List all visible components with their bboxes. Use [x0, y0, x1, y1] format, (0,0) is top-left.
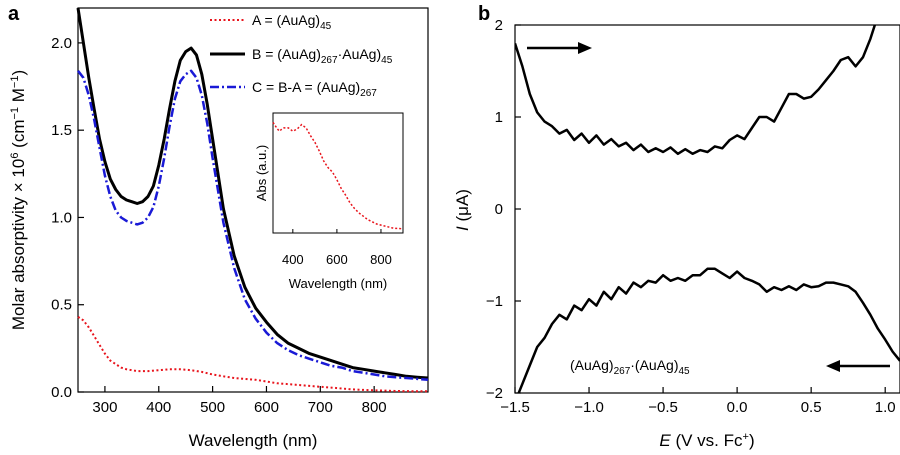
panel-a-ytick-label: 0.5: [51, 297, 72, 314]
series-A-line: [77, 316, 428, 393]
panel-b-label: b: [478, 3, 490, 25]
panel-b-xlabel: E (V vs. Fc+): [659, 431, 754, 450]
panel-b-xtick-label: 0.0: [727, 399, 748, 416]
series-C-line: [77, 69, 429, 382]
panel-a-xtick-label: 600: [254, 399, 279, 416]
panel-a-ytick-label: 0.0: [51, 384, 72, 401]
series-B-line: [76, 7, 429, 380]
panel-a-ytick-label: 1.0: [51, 209, 72, 226]
cv-reverse-line: [517, 267, 900, 393]
panel-b-ytick-label: 1: [495, 109, 503, 126]
panel-a-xlabel: Wavelength (nm): [189, 431, 318, 450]
panel-a-xtick-label: 800: [362, 399, 387, 416]
panel-a-xtick-label: 500: [200, 399, 225, 416]
panel-a-ytick-label: 1.5: [51, 122, 72, 139]
panel-a-label: a: [8, 3, 20, 25]
legend-label-C: C = B-A = (AuAg)267: [252, 79, 377, 99]
panel-b-ytick-label: 0: [495, 201, 503, 218]
panel-a-ytick-label: 2.0: [51, 35, 72, 52]
inset-xlabel: Wavelength (nm): [289, 276, 388, 291]
panel-b-xtick-label: 0.5: [801, 399, 822, 416]
panel-a-ylabel: Molar absorptivity × 106 (cm−1 M−1): [9, 70, 28, 330]
inset-xtick-label: 600: [326, 252, 348, 267]
panel-b-xtick-label: −1.0: [574, 399, 604, 416]
panel-b-ytick-label: 2: [495, 17, 503, 34]
cv-forward-line: [515, 25, 877, 156]
inset-xtick-label: 400: [282, 252, 304, 267]
inset-xtick-label: 800: [370, 252, 392, 267]
panel-b-annotation: (AuAg)267·(AuAg)45: [570, 357, 690, 377]
panel-b-ytick-label: −2: [486, 385, 503, 402]
panel-a-xtick-label: 400: [146, 399, 171, 416]
panel-a-plot: 300 400 500 600 700 800 0.0 0.5 1.0 1.5 2.0: [51, 7, 429, 416]
panel-a-xtick-label: 700: [308, 399, 333, 416]
panel-b-xtick-label: −0.5: [648, 399, 678, 416]
panel-a-legend: A = (AuAg)45 B = (AuAg)267·AuAg)45 C = B…: [210, 12, 393, 99]
panel-b-plot: −1.5 −1.0 −0.5 0.0 0.5 1.0 −2 −1 0 1 2: [486, 17, 900, 416]
panel-b-xtick-label: 1.0: [875, 399, 896, 416]
legend-label-B: B = (AuAg)267·AuAg)45: [252, 46, 393, 66]
arrow-reverse-icon: [826, 360, 890, 372]
panel-a-inset: 400 600 800 Wavelength (nm) Abs (a.u.): [254, 112, 404, 291]
panel-a-xtick-label: 300: [92, 399, 117, 416]
panel-b-frame: [514, 24, 900, 394]
legend-label-A: A = (AuAg)45: [252, 12, 332, 32]
panel-a-frame: [77, 7, 429, 393]
inset-ylabel: Abs (a.u.): [254, 145, 269, 201]
panel-b-ytick-label: −1: [486, 293, 503, 310]
panel-b-xtick-label: −1.5: [500, 399, 530, 416]
inset-frame: [272, 112, 404, 234]
panel-b-ylabel: I (μA): [453, 189, 472, 231]
arrow-forward-icon: [527, 42, 592, 54]
